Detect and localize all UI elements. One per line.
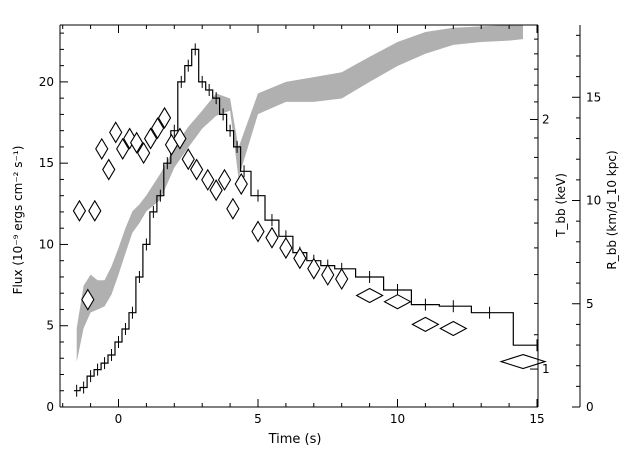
x-tick-label: 0 — [115, 412, 123, 426]
y-right-tick-label: 15 — [586, 90, 601, 104]
y-right-tick-label: 10 — [586, 194, 601, 208]
radius-diamond — [226, 197, 240, 220]
y-left-tick-label: 5 — [46, 319, 54, 333]
radius-diamond — [129, 131, 144, 154]
x-tick-label: 10 — [390, 412, 405, 426]
radius-diamond — [157, 106, 172, 129]
y-axis-label-right: R_bb (km/d_10 kpc) — [605, 150, 619, 269]
radius-diamond — [189, 158, 204, 181]
radius-diamond — [265, 226, 279, 249]
radius-diamond-layer — [72, 106, 547, 370]
radius-diamond — [293, 247, 307, 270]
y-axis-label-left: Flux (10⁻⁹ ergs cm⁻² s⁻¹) — [11, 146, 25, 295]
radius-diamond — [217, 168, 232, 191]
radius-diamond — [136, 141, 151, 165]
x-tick-label: 5 — [254, 412, 262, 426]
temperature-band — [76, 25, 523, 362]
radius-diamond — [173, 127, 187, 150]
radius-diamond — [72, 199, 87, 222]
x-axis-label: Time (s) — [268, 432, 322, 447]
radius-diamond — [411, 316, 440, 333]
radius-diamond — [209, 179, 223, 202]
y-left-tick-label: 20 — [39, 75, 54, 89]
radius-diamond — [150, 117, 165, 140]
y-right-tick-label: 0 — [586, 400, 594, 414]
radius-diamond — [383, 294, 412, 310]
radius-diamond — [88, 199, 102, 222]
radius-diamond — [201, 168, 215, 191]
radius-diamond — [439, 320, 468, 337]
radius-diamond — [355, 287, 384, 304]
temperature-band-layer — [76, 25, 523, 362]
radius-diamond — [279, 236, 293, 260]
radius-diamond — [321, 263, 335, 286]
radius-diamond — [102, 158, 116, 181]
radius-diamond — [116, 137, 130, 160]
y-axis-label-mid: T_bb (keV) — [554, 173, 568, 238]
radius-diamond — [81, 288, 95, 311]
y-mid-tick-label: 1 — [542, 362, 550, 376]
radius-diamond — [109, 121, 123, 144]
radius-diamond — [307, 257, 321, 280]
y-left-tick-label: 0 — [46, 400, 54, 414]
y-right-tick-label: 5 — [586, 297, 594, 311]
y-left-tick-label: 10 — [39, 237, 54, 251]
radius-diamond — [181, 148, 195, 171]
radius-diamond — [143, 127, 158, 150]
radius-diamond — [95, 137, 109, 160]
radius-diamond — [234, 172, 248, 196]
x-tick-label: 15 — [529, 412, 544, 426]
y-mid-tick-label: 2 — [542, 112, 550, 126]
y-left-tick-label: 15 — [39, 156, 54, 170]
flux-histogram-layer — [73, 43, 538, 397]
radius-diamond — [335, 267, 349, 291]
radius-diamond — [251, 220, 265, 243]
